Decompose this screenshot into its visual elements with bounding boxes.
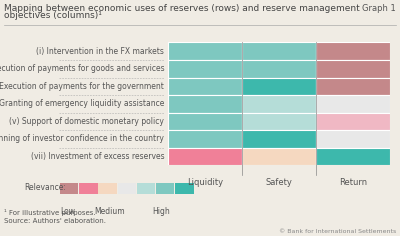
Bar [168, 113, 242, 130]
Text: Relevance:: Relevance: [24, 183, 66, 192]
Text: objectives (columns)¹: objectives (columns)¹ [4, 11, 102, 20]
Bar [316, 95, 390, 113]
Text: Return: Return [339, 178, 367, 187]
Text: (i) Intervention in the FX markets: (i) Intervention in the FX markets [36, 47, 164, 56]
Text: (vi) Underpinning of investor confidence in the country: (vi) Underpinning of investor confidence… [0, 135, 164, 143]
Bar [316, 60, 390, 78]
Bar [168, 95, 242, 113]
Text: Graph 1: Graph 1 [362, 4, 396, 13]
Text: Liquidity: Liquidity [187, 178, 223, 187]
Bar [242, 78, 316, 95]
Bar [168, 78, 242, 95]
Text: (ii) Execution of payments for goods and services: (ii) Execution of payments for goods and… [0, 64, 164, 73]
Text: © Bank for International Settlements: © Bank for International Settlements [279, 229, 396, 234]
Bar [242, 95, 316, 113]
Text: ¹ For illustrative purposes.: ¹ For illustrative purposes. [4, 209, 96, 216]
Bar [316, 42, 390, 60]
Bar [316, 113, 390, 130]
Text: High: High [152, 206, 170, 215]
Text: (vii) Investment of excess reserves: (vii) Investment of excess reserves [31, 152, 164, 161]
Text: (v) Support of domestic monetary policy: (v) Support of domestic monetary policy [10, 117, 164, 126]
Text: Medium: Medium [94, 206, 125, 215]
Bar [242, 42, 316, 60]
Text: Safety: Safety [266, 178, 292, 187]
Text: Low: Low [60, 206, 75, 215]
Text: (iv) Granting of emergency liquidity assistance: (iv) Granting of emergency liquidity ass… [0, 99, 164, 108]
Bar [242, 113, 316, 130]
Bar [242, 148, 316, 165]
Text: Mapping between economic uses of reserves (rows) and reserve management: Mapping between economic uses of reserve… [4, 4, 360, 13]
Bar [168, 148, 242, 165]
Bar [168, 60, 242, 78]
Bar [316, 148, 390, 165]
Text: (iii) Execution of payments for the government: (iii) Execution of payments for the gove… [0, 82, 164, 91]
Text: Source: Authors' elaboration.: Source: Authors' elaboration. [4, 218, 106, 224]
Bar [316, 130, 390, 148]
Bar [168, 130, 242, 148]
Bar [168, 42, 242, 60]
Bar [242, 60, 316, 78]
Bar [242, 130, 316, 148]
Bar [316, 78, 390, 95]
